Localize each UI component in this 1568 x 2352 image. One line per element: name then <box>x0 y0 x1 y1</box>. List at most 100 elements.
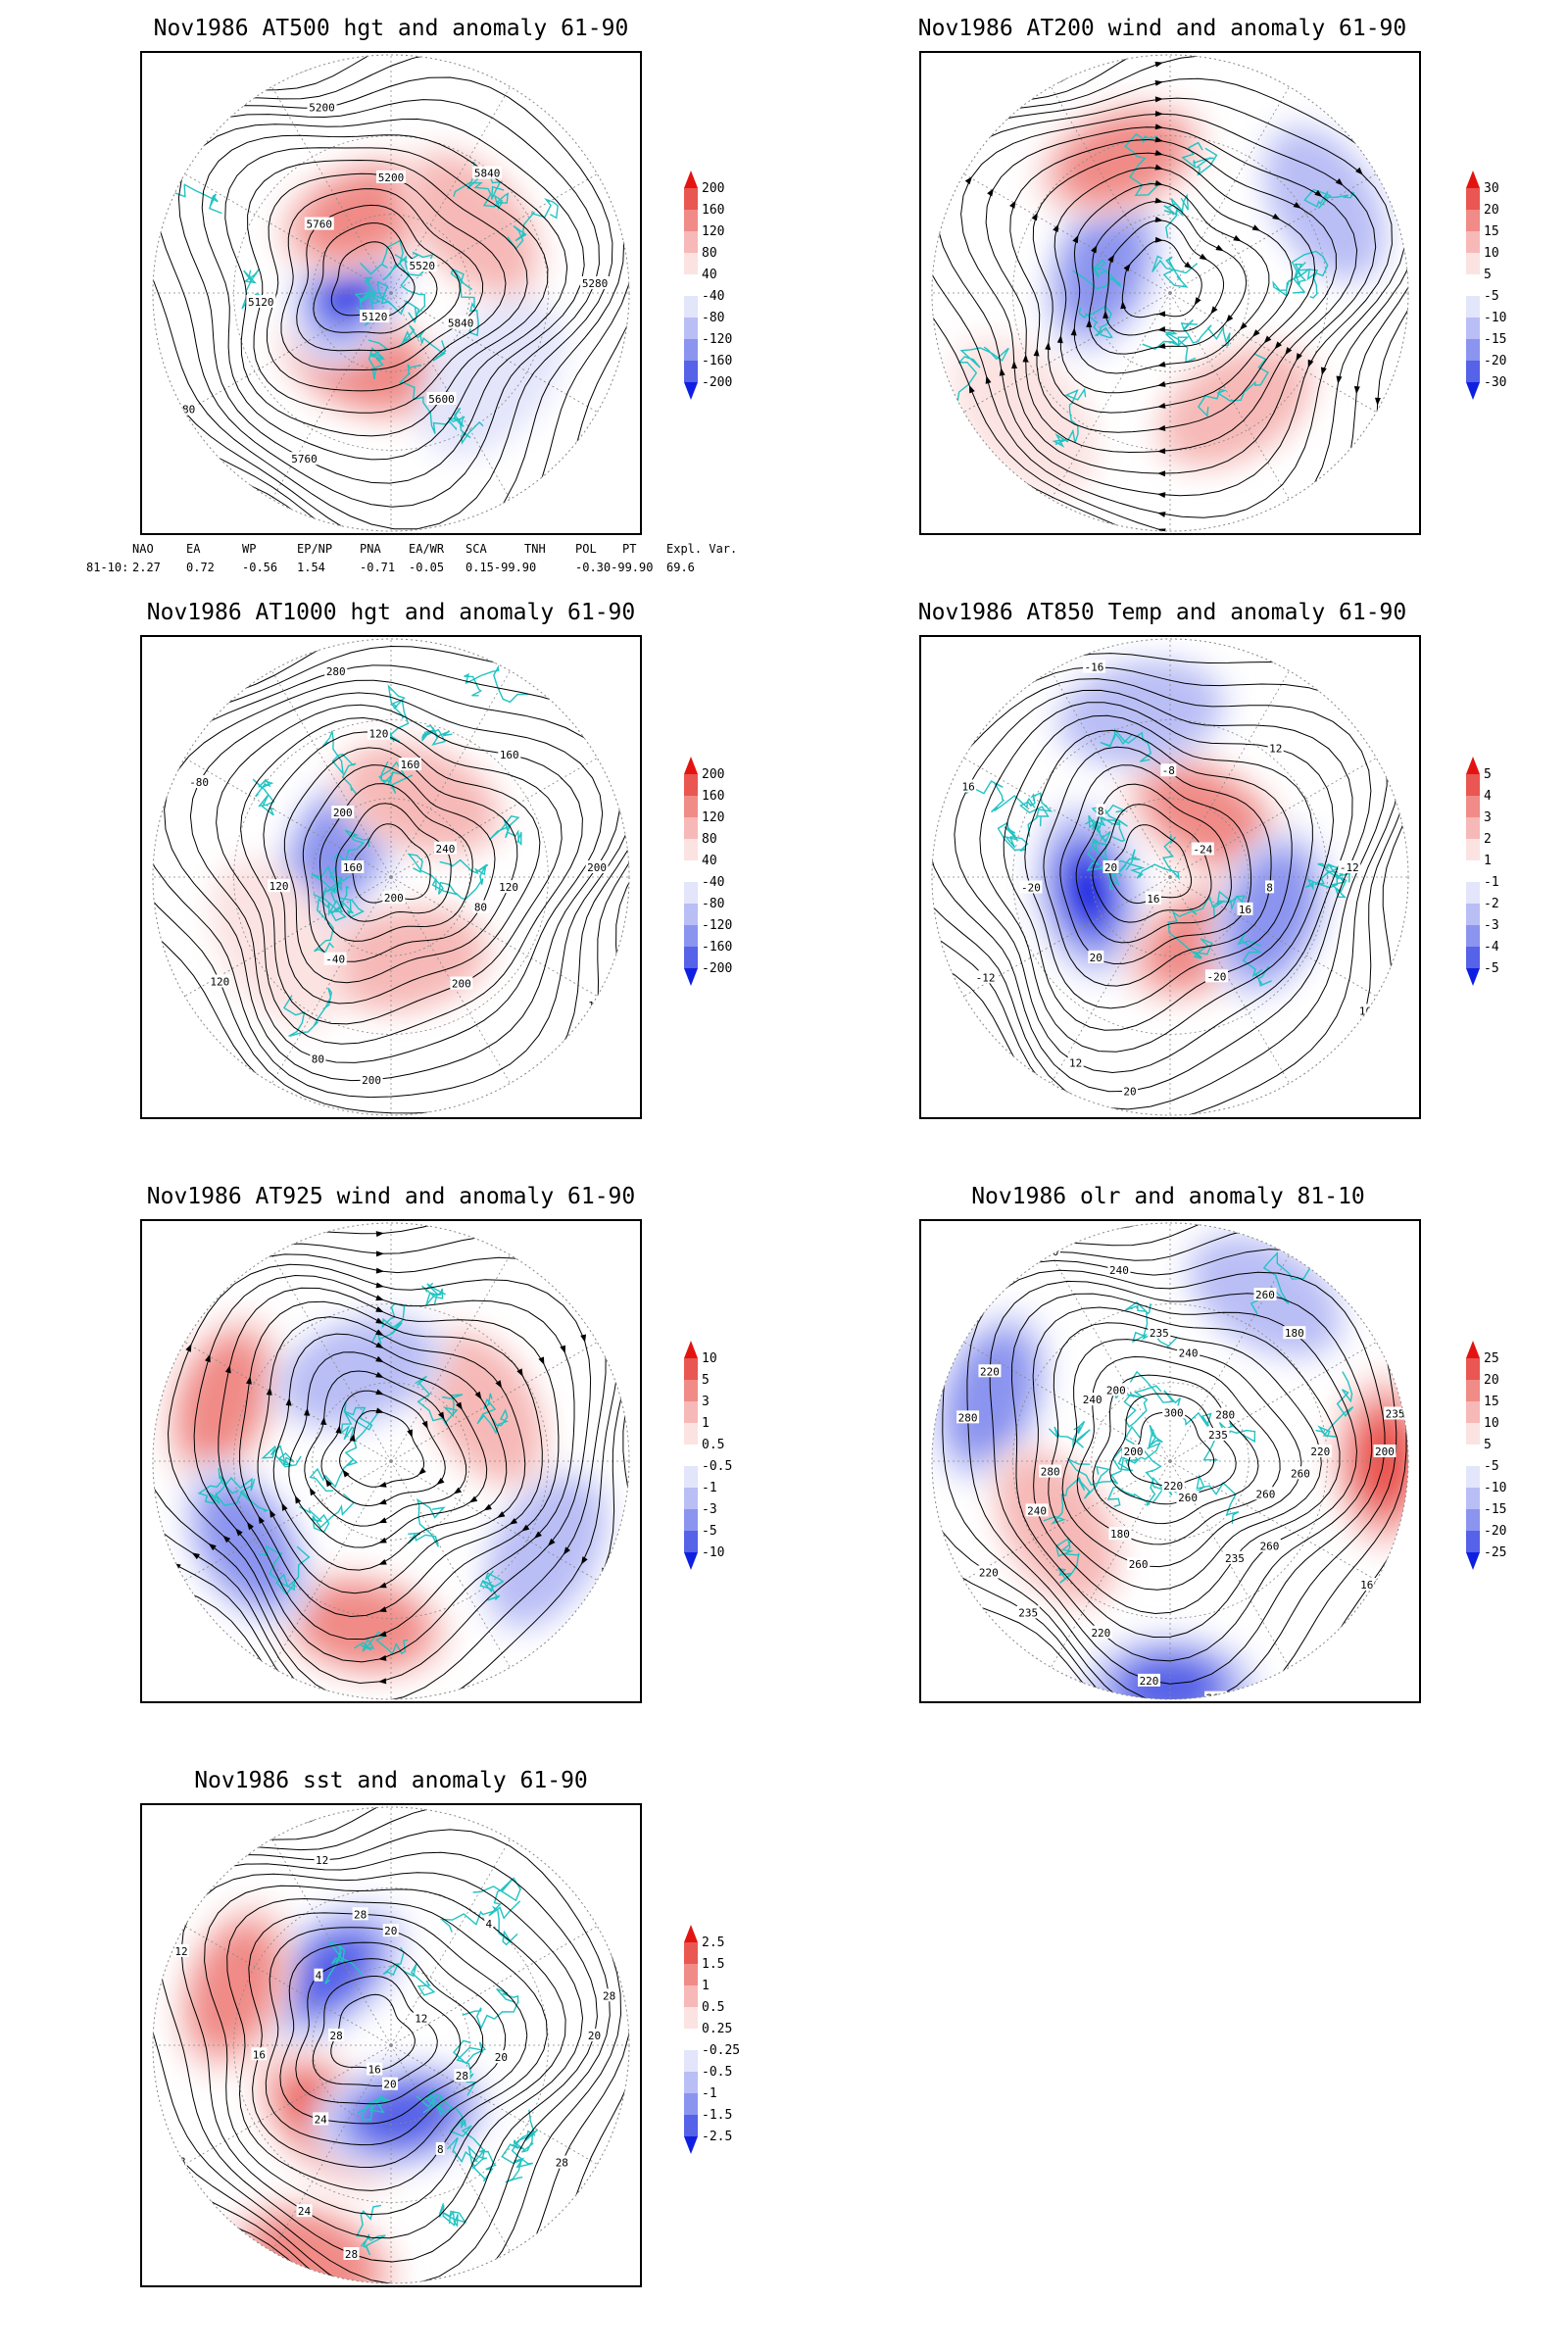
wind-arrow <box>1154 236 1163 243</box>
graticule <box>932 639 1408 1115</box>
colorbar-tick-label: -40 <box>702 875 724 890</box>
coastline-segment <box>501 2109 535 2183</box>
map-frame <box>919 51 1421 535</box>
contour-label: 120 <box>369 728 389 741</box>
contour-label: 120 <box>270 880 289 893</box>
coastline-segment <box>446 2108 486 2163</box>
contour-label: 260 <box>1255 1289 1275 1301</box>
coastline-segment <box>439 1905 518 1946</box>
contour-label: 180 <box>1110 1528 1130 1541</box>
contour-label-bg <box>493 2050 510 2064</box>
contour-line <box>318 783 473 942</box>
colorbar-tick-label: -5 <box>1484 1459 1499 1474</box>
contour-label-bg <box>450 976 473 990</box>
colorbar-tick-label: -3 <box>1484 918 1499 933</box>
contour-line <box>153 1253 607 1699</box>
tele-value: 69.6 <box>666 561 695 574</box>
contour-label-bg <box>426 391 457 405</box>
coastline-segment <box>355 2204 386 2256</box>
wind-arrows <box>932 61 1408 531</box>
contour-line <box>266 172 507 392</box>
wind-arrow <box>1123 263 1131 272</box>
colorbar-tick-label: -80 <box>702 897 724 911</box>
colorbar-segment <box>1466 925 1480 947</box>
tele-header: WP <box>242 542 257 556</box>
coastline-segment <box>282 987 333 1037</box>
contour-label: 260 <box>1255 1488 1275 1500</box>
wind-arrow <box>964 176 973 185</box>
contour-label-bg <box>1411 1532 1419 1544</box>
wind-arrow <box>521 1524 530 1532</box>
map-boundary <box>152 1806 630 2284</box>
contour-line <box>280 188 484 371</box>
wind-arrow <box>378 1606 387 1612</box>
contour-label: 120 <box>499 881 518 894</box>
coastline-segment <box>1112 834 1180 881</box>
coastline-segment <box>407 853 458 896</box>
colorbar-tick-label: -1 <box>1484 875 1499 890</box>
wind-arrow <box>191 1552 201 1560</box>
wind-arrow <box>1274 341 1283 350</box>
wind-arrow <box>246 1521 255 1531</box>
colorbar-tick-label: 5 <box>1484 767 1492 782</box>
contour-label: 20 <box>588 2030 601 2042</box>
anomaly-lobe <box>357 2085 450 2145</box>
coastline-segment <box>511 2129 539 2169</box>
contour-line <box>1092 1374 1259 1525</box>
coastline-segment <box>1088 804 1127 844</box>
wind-arrow <box>1072 234 1079 244</box>
contour-label-bg <box>1107 1262 1131 1276</box>
coastline-segment <box>1066 1446 1134 1486</box>
contour-label-bg <box>314 1968 323 1982</box>
contour-label: 4 <box>485 1918 492 1931</box>
colorbar-tick-label: 10 <box>1484 246 1499 261</box>
contour-label: 20 <box>1090 952 1102 964</box>
contour-label: 16 <box>253 2048 266 2061</box>
contour-line <box>167 1263 592 1685</box>
wind-arrow <box>468 1495 478 1503</box>
contour-label-bg <box>1308 1445 1332 1457</box>
colorbar-segment <box>1466 882 1480 904</box>
contour-label-bg <box>307 100 337 114</box>
wind-arrow <box>509 1518 518 1525</box>
colorbar-bottom-arrow <box>1466 382 1480 400</box>
map-boundary <box>931 54 1409 532</box>
contour-label: 260 <box>1260 1541 1280 1553</box>
contour-line <box>239 1300 543 1618</box>
colorbar-top-arrow <box>1466 171 1480 188</box>
wind-arrow <box>417 1467 426 1476</box>
contour-label: 5280 <box>582 277 609 290</box>
colorbar-segment <box>684 318 698 339</box>
contour-label: 16 <box>962 780 975 793</box>
wind-arrow <box>1157 470 1166 477</box>
contour-line <box>218 1287 560 1641</box>
wind-arrow <box>1199 253 1208 261</box>
colorbar: 2.5 1.5 1 0.5 0.25 -0.25 -0.5 -1 -1.5 -2.5 <box>684 1925 740 2154</box>
wind-arrow <box>563 1546 571 1555</box>
colorbar-segment <box>684 774 698 796</box>
contour-label: 240 <box>436 843 456 856</box>
wind-arrow <box>222 1535 231 1544</box>
wind-arrow <box>580 1556 588 1565</box>
coastline-segment <box>416 2087 455 2116</box>
colorbar-segment <box>684 361 698 382</box>
colorbar-tick-label: 160 <box>702 789 724 804</box>
wind-arrow <box>1157 342 1166 349</box>
wind-arrow <box>615 1315 622 1324</box>
colorbar-tick-label: -5 <box>1484 289 1499 304</box>
tele-header: NAO <box>132 542 154 556</box>
colorbar-tick-label: 5 <box>1484 1438 1492 1452</box>
contour-line <box>1043 746 1272 987</box>
contour-label: 200 <box>384 892 404 905</box>
colorbar-segment <box>684 1509 698 1531</box>
contour-label-bg <box>1160 763 1177 777</box>
contour-label: 260 <box>1291 1467 1310 1480</box>
coastline-segment <box>1163 193 1189 239</box>
wind-arrow <box>1157 381 1166 387</box>
contour-line <box>313 222 438 334</box>
contour-label-bg <box>433 841 457 855</box>
contour-label: 12 <box>1269 742 1282 755</box>
contour-label-bg <box>296 2204 313 2218</box>
wind-arrow <box>1157 311 1166 318</box>
contour-line <box>1092 804 1212 923</box>
